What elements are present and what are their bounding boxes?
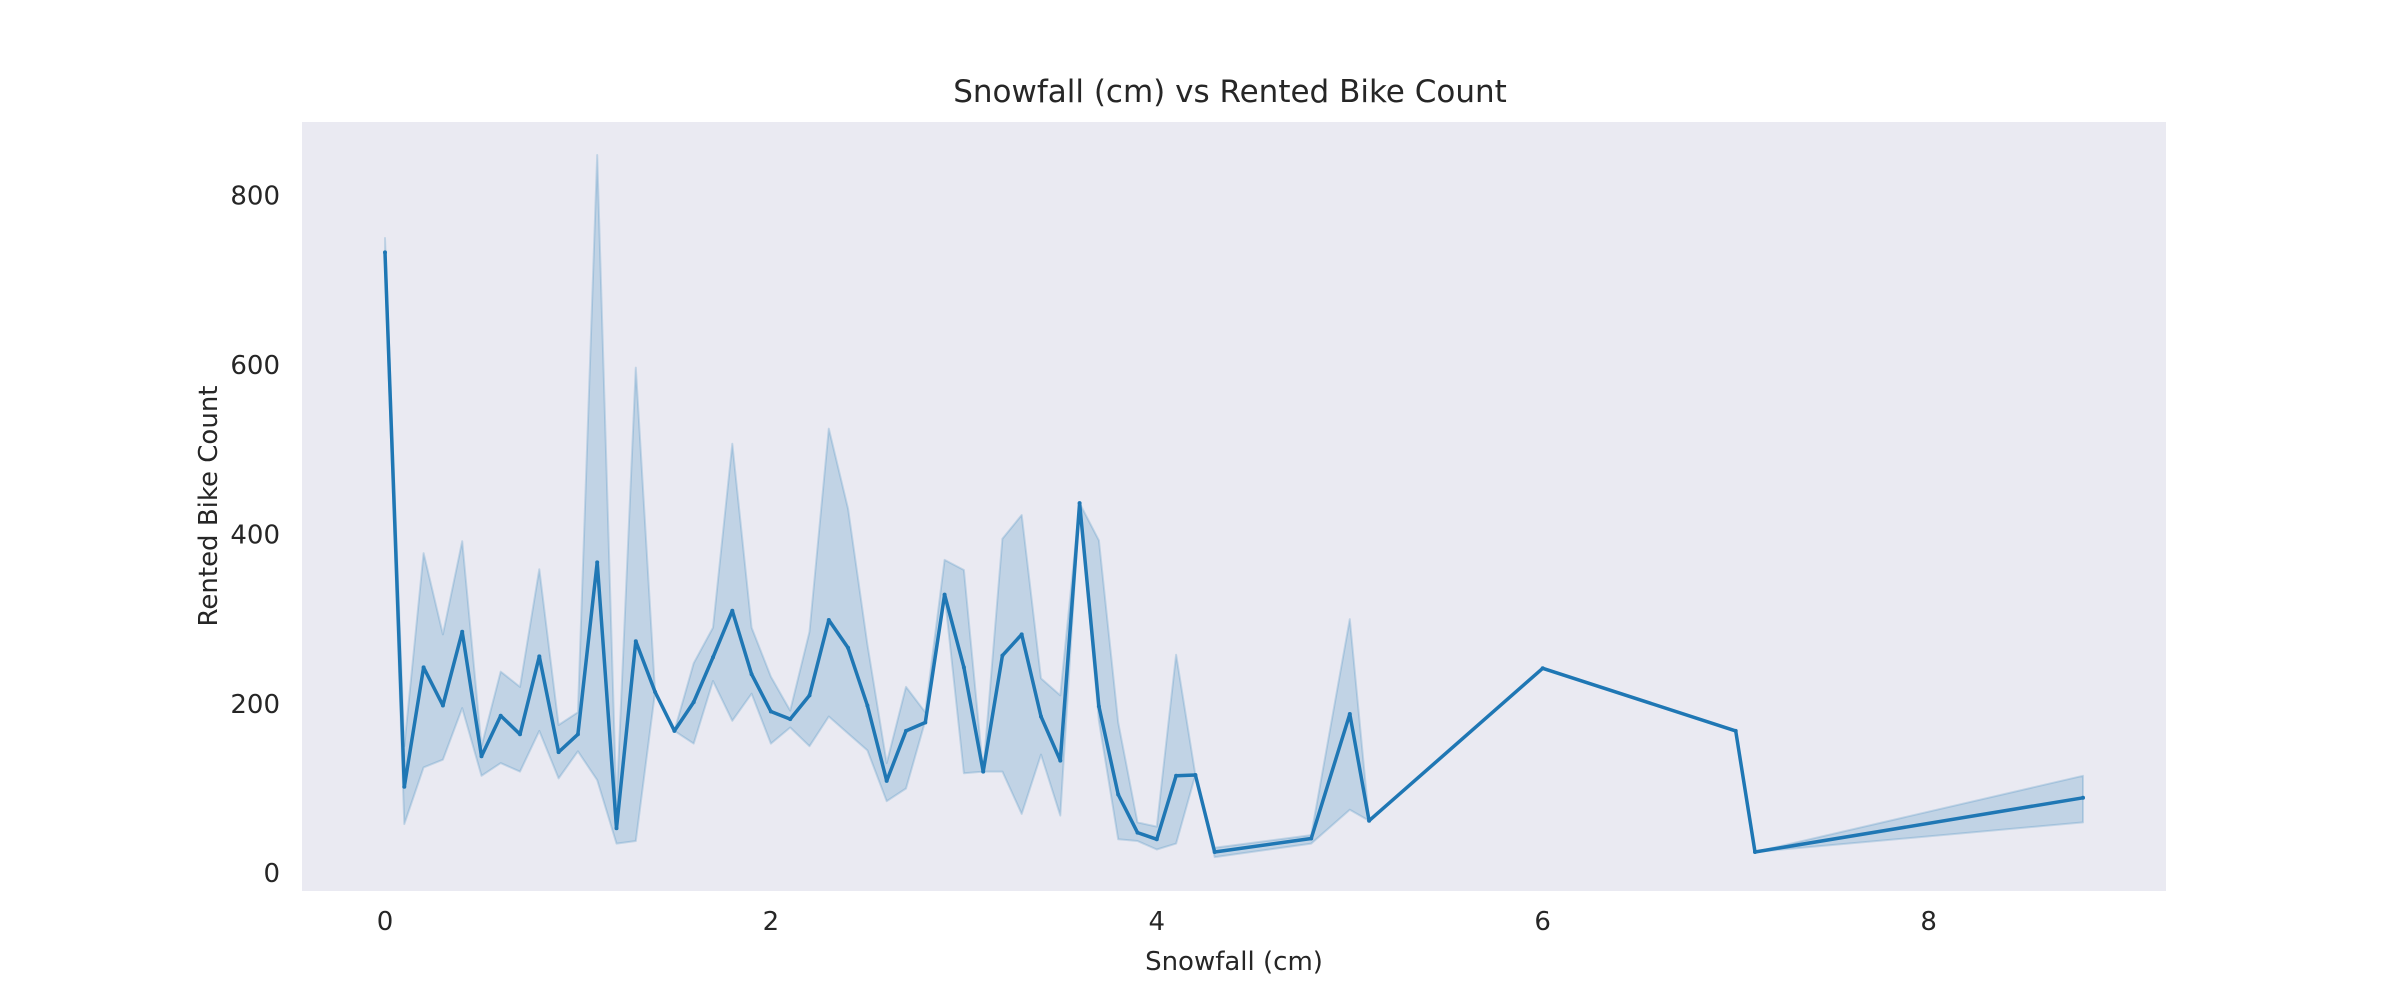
data-point (653, 690, 658, 694)
data-point (1753, 850, 1757, 854)
data-point (1019, 632, 1024, 637)
data-point (846, 645, 851, 650)
data-point (2081, 795, 2085, 800)
data-point (749, 672, 754, 677)
x-tick-label: 8 (1920, 907, 1937, 937)
confidence-bands (384, 154, 2084, 859)
data-point (460, 629, 465, 634)
data-point (1733, 728, 1738, 733)
data-point (1212, 850, 1217, 854)
series-lines (383, 250, 2085, 854)
data-point (498, 713, 503, 718)
x-tick-labels: 0 2 4 6 8 (377, 907, 1937, 937)
y-tick-label: 200 (230, 690, 280, 720)
data-point (1174, 773, 1179, 778)
chart-title: Snowfall (cm) vs Rented Bike Count (953, 74, 1507, 110)
data-point (1347, 712, 1352, 716)
data-point (1096, 704, 1101, 709)
data-point (595, 560, 600, 565)
confidence-band (384, 154, 2084, 859)
y-tick-label: 800 (230, 182, 280, 212)
data-point (730, 608, 735, 613)
y-tick-label: 600 (230, 351, 280, 381)
data-point (981, 769, 986, 774)
data-point (633, 639, 638, 644)
y-tick-labels: 0 200 400 600 800 (230, 182, 280, 890)
data-point (1000, 653, 1005, 658)
data-point (440, 703, 445, 708)
data-point (1309, 836, 1314, 841)
data-point (421, 665, 426, 670)
data-point (1077, 501, 1082, 506)
x-tick-label: 2 (763, 907, 780, 937)
data-point (1540, 666, 1545, 671)
data-point (518, 732, 522, 737)
data-point (672, 728, 677, 733)
y-tick-label: 400 (230, 520, 280, 550)
data-point (1039, 714, 1043, 719)
data-point (575, 732, 580, 737)
data-point (1193, 773, 1198, 777)
data-point (711, 655, 715, 660)
data-point (942, 592, 947, 597)
x-tick-label: 4 (1149, 907, 1166, 937)
x-axis-label: Snowfall (cm) (1145, 947, 1323, 977)
data-point (691, 700, 696, 705)
data-point (788, 717, 793, 722)
data-point (768, 709, 773, 714)
y-axis-label: Rented Bike Count (194, 386, 224, 627)
data-point (884, 778, 889, 783)
data-point (402, 784, 407, 789)
data-point (961, 665, 966, 670)
data-point (904, 728, 908, 733)
data-point (1367, 818, 1372, 823)
data-point (479, 754, 484, 759)
y-tick-label: 0 (263, 859, 280, 889)
data-point (614, 826, 619, 831)
data-point (1154, 837, 1159, 842)
data-point (923, 720, 928, 725)
data-point (807, 693, 812, 698)
data-point (1135, 830, 1140, 835)
data-point (1058, 758, 1063, 763)
data-point (537, 654, 542, 659)
x-tick-label: 6 (1534, 907, 1551, 937)
plot-background (302, 122, 2166, 891)
x-tick-label: 0 (377, 907, 394, 937)
data-point (383, 250, 387, 255)
data-point (1116, 792, 1121, 797)
data-point (826, 618, 831, 622)
data-point (556, 750, 561, 755)
data-point (865, 703, 870, 708)
